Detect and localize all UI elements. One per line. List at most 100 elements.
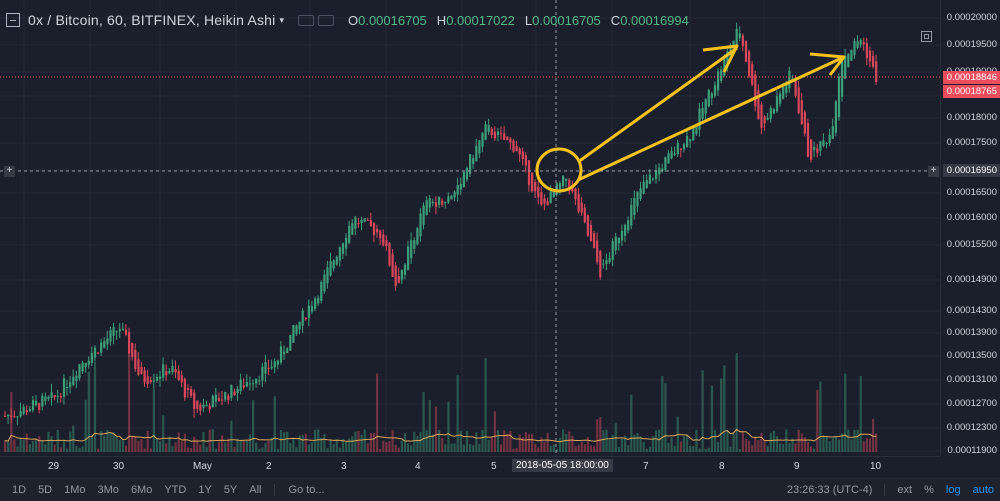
candle-body bbox=[140, 366, 143, 374]
range-1y[interactable]: 1Y bbox=[198, 484, 212, 496]
volume-bar bbox=[78, 447, 81, 452]
candle-body bbox=[363, 218, 366, 222]
log-toggle[interactable]: log bbox=[945, 484, 961, 496]
volume-bar bbox=[186, 447, 190, 452]
volume-bar bbox=[345, 440, 348, 452]
volume-bar bbox=[441, 438, 444, 452]
candle-body bbox=[341, 243, 345, 254]
range-5d[interactable]: 5D bbox=[38, 484, 53, 496]
candle-body bbox=[741, 35, 744, 47]
range-6mo[interactable]: 6Mo bbox=[130, 484, 153, 496]
volume-bar bbox=[651, 435, 655, 452]
last-price-tag: 0.00018846 bbox=[943, 71, 1000, 84]
volume-bar bbox=[611, 435, 614, 452]
range-1mo[interactable]: 1Mo bbox=[64, 484, 86, 496]
ohlc-values: O0.00016705 H0.00017022 L0.00016705 C0.0… bbox=[348, 13, 689, 28]
volume-bar bbox=[664, 383, 667, 452]
candle-body bbox=[338, 247, 341, 261]
price-tick-label: 0.00013100 bbox=[946, 374, 997, 385]
settings-icon[interactable] bbox=[317, 14, 334, 26]
volume-bar bbox=[772, 430, 775, 452]
range-1d[interactable]: 1D bbox=[12, 484, 27, 496]
candle-body bbox=[7, 414, 10, 417]
auto-toggle[interactable]: auto bbox=[972, 484, 994, 496]
volume-bar bbox=[267, 440, 270, 452]
candle-body bbox=[633, 197, 636, 215]
volume-bar bbox=[803, 437, 806, 452]
add-right-icon[interactable]: + bbox=[928, 166, 939, 177]
volume-bar bbox=[853, 429, 856, 452]
volume-bar bbox=[66, 448, 69, 452]
range-3mo[interactable]: 3Mo bbox=[97, 484, 119, 496]
candle-body bbox=[853, 40, 856, 56]
price-axis[interactable]: 0.000200000.000195000.000190000.00018500… bbox=[940, 0, 1000, 456]
maximize-icon[interactable] bbox=[921, 31, 932, 42]
volume-bar bbox=[760, 432, 763, 452]
candle-body bbox=[217, 398, 221, 402]
candle-body bbox=[772, 109, 775, 114]
add-left-icon[interactable]: + bbox=[4, 166, 15, 177]
volume-bar bbox=[326, 448, 329, 452]
candle-body bbox=[639, 188, 642, 199]
volume-bar bbox=[450, 443, 453, 452]
candle-body bbox=[537, 186, 540, 198]
range-all[interactable]: All bbox=[249, 484, 262, 496]
volume-bar bbox=[363, 429, 366, 452]
eye-icon[interactable] bbox=[297, 14, 314, 26]
volume-bar bbox=[478, 443, 481, 452]
price-chart[interactable] bbox=[0, 0, 940, 456]
candle-body bbox=[670, 151, 673, 159]
volume-bar bbox=[261, 447, 264, 452]
volume-bar bbox=[775, 436, 779, 452]
volume-bar bbox=[168, 436, 171, 452]
candle-body bbox=[689, 139, 692, 142]
candle-body bbox=[295, 325, 298, 334]
candle-body bbox=[540, 192, 543, 205]
candle-body bbox=[583, 207, 586, 223]
volume-bar bbox=[710, 385, 713, 452]
candle-body bbox=[360, 219, 363, 224]
time-axis[interactable]: 29 30 May 2 3 4 5 7 8 9 10 2018-05-05 18:00:00 bbox=[0, 456, 940, 477]
volume-bar bbox=[605, 429, 608, 452]
candle-body bbox=[472, 158, 475, 164]
candle-body bbox=[438, 196, 441, 205]
volume-bar bbox=[388, 441, 391, 452]
candle-body bbox=[199, 404, 202, 411]
volume-bar bbox=[531, 433, 534, 452]
collapse-icon[interactable] bbox=[6, 13, 20, 27]
chevron-down-icon[interactable]: ▾ bbox=[279, 14, 284, 25]
candle-body bbox=[317, 297, 320, 304]
volume-bar bbox=[16, 446, 19, 452]
volume-bar bbox=[602, 430, 605, 452]
volume-bar bbox=[134, 437, 137, 452]
candle-body bbox=[174, 369, 177, 373]
volume-bar bbox=[248, 434, 252, 452]
range-5y[interactable]: 5Y bbox=[223, 484, 238, 496]
candle-body bbox=[84, 362, 87, 368]
volume-bar bbox=[744, 438, 748, 452]
candle-body bbox=[10, 415, 13, 418]
candle-body bbox=[292, 325, 295, 343]
volume-bar bbox=[180, 441, 183, 452]
candle-body bbox=[391, 254, 394, 277]
candle-body bbox=[413, 240, 416, 249]
volume-bar bbox=[586, 437, 589, 452]
goto-button[interactable]: Go to... bbox=[288, 484, 325, 496]
ext-toggle[interactable]: ext bbox=[897, 484, 913, 496]
candle-body bbox=[248, 383, 252, 385]
candle-body bbox=[397, 276, 400, 283]
volume-bar bbox=[748, 440, 751, 452]
range-ytd[interactable]: YTD bbox=[164, 484, 187, 496]
volume-bar bbox=[372, 432, 376, 452]
volume-bar bbox=[360, 434, 363, 452]
volume-bar bbox=[354, 431, 357, 452]
volume-bar bbox=[103, 435, 106, 452]
symbol-title[interactable]: 0x / Bitcoin, 60, BITFINEX, Heikin Ashi bbox=[28, 12, 276, 28]
price-tick-label: 0.00017500 bbox=[946, 137, 997, 148]
candle-body bbox=[748, 51, 751, 77]
candle-body bbox=[658, 167, 661, 175]
volume-bar bbox=[806, 442, 810, 452]
volume-bar bbox=[382, 440, 385, 452]
percent-toggle[interactable]: % bbox=[924, 484, 934, 496]
